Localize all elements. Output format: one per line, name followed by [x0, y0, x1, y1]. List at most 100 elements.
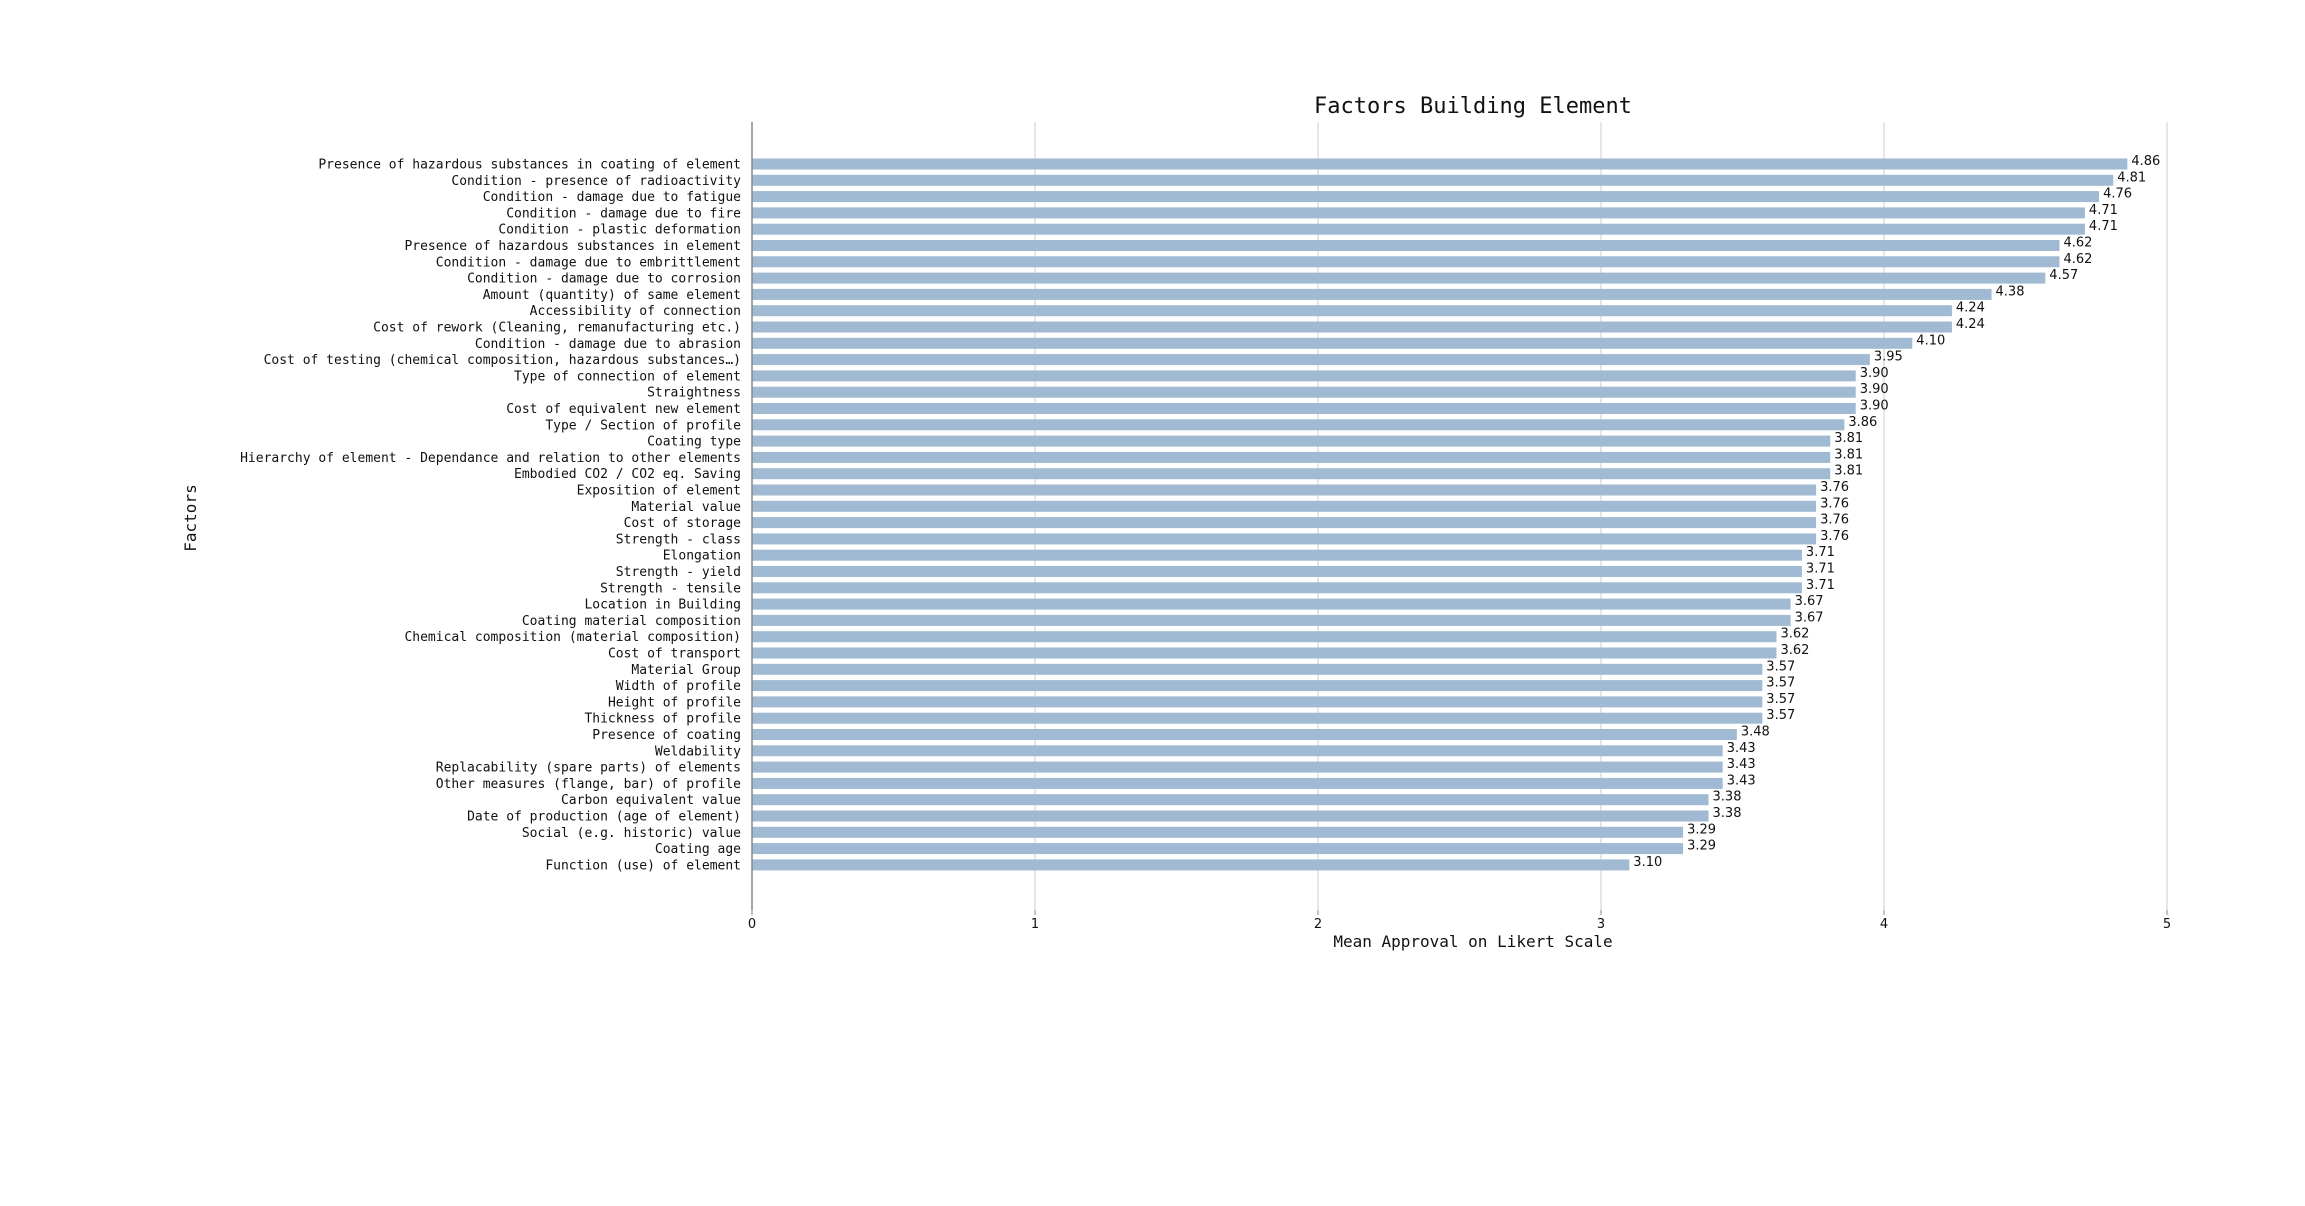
data-label: 3.62: [1780, 627, 1809, 642]
bar: [752, 321, 1952, 333]
bar: [752, 712, 1763, 724]
category-label: Cost of rework (Cleaning, remanufacturin…: [373, 321, 741, 336]
bar: [752, 761, 1723, 773]
bar: [752, 631, 1777, 643]
bar: [752, 729, 1737, 740]
data-label: 3.57: [1766, 676, 1795, 691]
bar: [752, 354, 1870, 366]
category-label: Accessibility of connection: [530, 304, 741, 319]
data-label: 3.43: [1727, 757, 1756, 772]
category-label: Replacability (spare parts) of elements: [436, 761, 741, 776]
category-label: Embodied CO2 / CO2 eq. Saving: [514, 467, 741, 482]
x-tick-label: 2: [1314, 917, 1322, 932]
bar: [752, 549, 1802, 561]
category-label: Cost of testing (chemical composition, h…: [264, 353, 741, 368]
bar: [752, 745, 1723, 757]
category-label: Condition - damage due to fatigue: [483, 190, 741, 205]
data-label: 4.24: [1956, 301, 1985, 316]
category-label: Strength - class: [616, 532, 741, 547]
bar: [752, 484, 1817, 496]
category-label: Cost of storage: [624, 516, 742, 531]
x-tick-label: 3: [1597, 917, 1605, 932]
bar: [752, 272, 2046, 284]
x-tick-label: 5: [2163, 917, 2171, 932]
category-label: Height of profile: [608, 695, 741, 710]
bar: [752, 517, 1817, 529]
category-label: Function (use) of element: [545, 858, 741, 873]
bar: [752, 240, 2060, 251]
category-label: Condition - damage due to embrittlement: [436, 255, 741, 270]
data-label: 3.67: [1795, 610, 1824, 625]
bar: [752, 305, 1952, 317]
bar: [752, 598, 1791, 610]
category-label: Condition - damage due to fire: [506, 206, 741, 221]
data-label: 3.57: [1766, 692, 1795, 707]
category-label: Width of profile: [616, 679, 741, 694]
bar: [752, 386, 1856, 398]
category-label: Condition - presence of radioactivity: [451, 174, 741, 189]
data-label: 3.81: [1834, 464, 1863, 479]
bar: [752, 500, 1817, 512]
data-label: 3.71: [1806, 545, 1835, 560]
data-label: 4.62: [2063, 252, 2092, 267]
category-label: Condition - damage due to abrasion: [475, 337, 741, 352]
category-label: Carbon equivalent value: [561, 793, 741, 808]
data-label: 4.10: [1916, 333, 1945, 348]
category-label: Coating age: [655, 842, 741, 857]
data-label: 3.43: [1727, 773, 1756, 788]
category-label: Amount (quantity) of same element: [483, 288, 741, 303]
data-label: 3.76: [1820, 529, 1849, 544]
data-label: 3.57: [1766, 659, 1795, 674]
category-label: Date of production (age of element): [467, 810, 741, 825]
bar: [752, 582, 1802, 594]
bar: [752, 223, 2085, 235]
data-label: 3.29: [1687, 839, 1716, 854]
data-label: 3.43: [1727, 741, 1756, 756]
bar: [752, 288, 1992, 300]
category-label: Straightness: [647, 386, 741, 401]
data-label: 3.76: [1820, 496, 1849, 511]
bars: [752, 158, 2128, 871]
data-label: 3.90: [1860, 366, 1889, 381]
data-label: 4.57: [2049, 268, 2078, 283]
category-label: Cost of equivalent new element: [506, 402, 741, 417]
data-label: 4.71: [2089, 219, 2118, 234]
bar: [752, 370, 1856, 382]
data-label: 3.71: [1806, 562, 1835, 577]
bar: [752, 256, 2060, 268]
bar: [752, 419, 1845, 431]
data-label: 4.62: [2063, 236, 2092, 251]
category-label: Coating material composition: [522, 614, 741, 629]
category-label: Chemical composition (material compositi…: [404, 630, 741, 645]
bar: [752, 337, 1913, 349]
data-label: 3.38: [1713, 806, 1742, 821]
bar: [752, 843, 1684, 855]
data-label: 3.76: [1820, 513, 1849, 528]
category-label: Location in Building: [584, 598, 741, 613]
bar: [752, 533, 1817, 545]
category-label: Other measures (flange, bar) of profile: [436, 777, 741, 792]
bar: [752, 810, 1709, 822]
category-label: Presence of hazardous substances in elem…: [404, 239, 741, 254]
data-label: 4.86: [2131, 154, 2160, 169]
category-label: Material value: [631, 500, 741, 515]
bar: [752, 158, 2128, 170]
category-label: Strength - yield: [616, 565, 741, 580]
bar: [752, 826, 1684, 838]
bar: [752, 174, 2114, 186]
x-tick-label: 0: [748, 917, 756, 932]
category-label: Exposition of element: [577, 484, 741, 499]
bar: [752, 403, 1856, 414]
bar: [752, 794, 1709, 806]
category-label: Presence of hazardous substances in coat…: [318, 158, 741, 173]
bar: [752, 696, 1763, 708]
data-label: 4.81: [2117, 170, 2146, 185]
bar: [752, 777, 1723, 789]
data-label: 3.38: [1713, 790, 1742, 805]
data-label: 4.71: [2089, 203, 2118, 218]
data-label: 3.71: [1806, 578, 1835, 593]
data-label: 3.67: [1795, 594, 1824, 609]
category-label: Type of connection of element: [514, 369, 741, 384]
category-label: Hierarchy of element - Dependance and re…: [240, 451, 741, 466]
